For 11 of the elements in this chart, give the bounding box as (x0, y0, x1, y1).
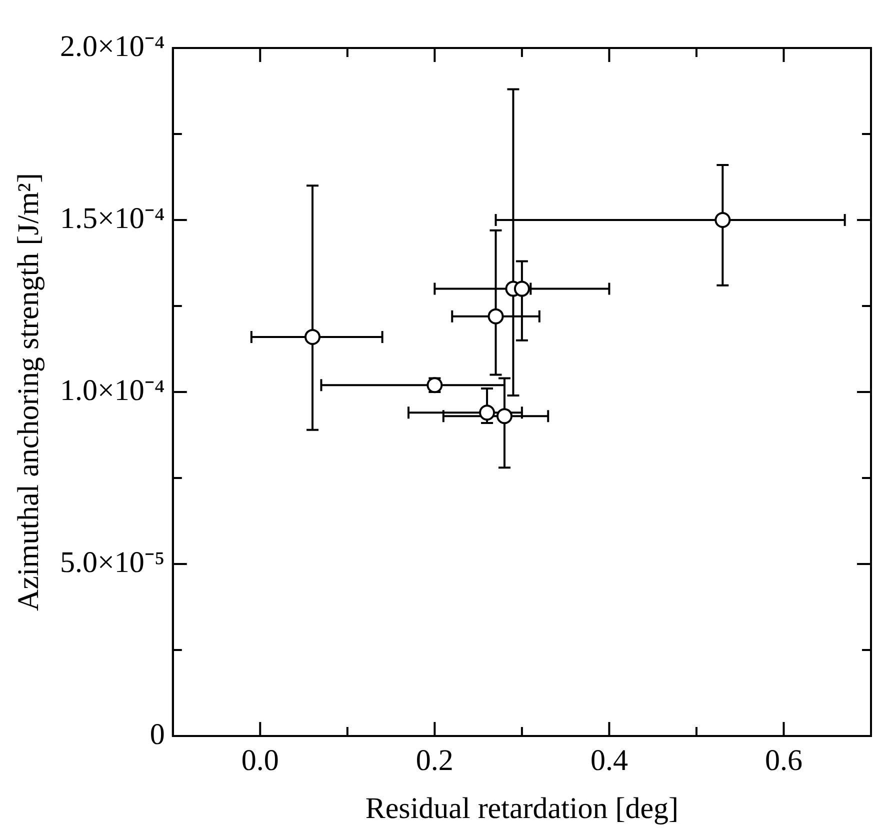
x-tick-label: 0.0 (241, 744, 279, 777)
x-axis-title: Residual retardation [deg] (365, 792, 679, 825)
y-tick-label: 5.0×10⁻⁵ (60, 546, 165, 579)
x-tick-label: 0.6 (764, 744, 802, 777)
y-tick-label: 2.0×10⁻⁴ (60, 30, 165, 63)
x-tick-label: 0.4 (590, 744, 628, 777)
y-tick-label: 1.5×10⁻⁴ (60, 202, 165, 235)
y-tick-label: 0 (150, 718, 165, 751)
x-tick-label: 0.2 (416, 744, 454, 777)
y-tick-label: 1.0×10⁻⁴ (60, 374, 165, 407)
y-axis-title: Azimuthal anchoring strength [J/m²] (12, 172, 45, 612)
